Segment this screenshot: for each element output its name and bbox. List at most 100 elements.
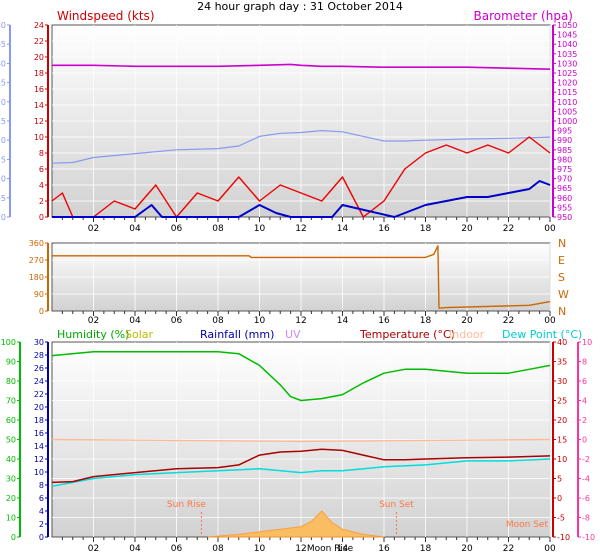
average-wind-line (52, 180, 551, 218)
rainfall-axis-tick-label: 2 (39, 520, 44, 529)
x-tick-label: 06 (171, 224, 183, 234)
legend-temperature: Temperature (°C) (359, 328, 455, 341)
uv-axis-tick-label: -2 (582, 455, 590, 464)
barometer-axis-tick-label: 1010 (557, 98, 577, 107)
windspeed-axis-tick-label: 16 (34, 85, 44, 94)
barometer-line (52, 63, 551, 70)
compass-label: N (558, 305, 566, 318)
windspeed-axis-tick-label: 14 (34, 101, 44, 110)
direction-axis-tick-label: 360 (29, 239, 44, 248)
rainfall-axis-tick-label: 16 (34, 429, 44, 438)
x-tick-label: 10 (254, 316, 266, 326)
direction-axis-tick-label: 180 (29, 273, 44, 282)
barometer-axis-tick-label: 985 (557, 146, 572, 155)
x-tick-label: 14 (337, 224, 349, 234)
x-tick-label: 16 (378, 544, 390, 554)
x-tick-label: 14 (337, 544, 349, 554)
temperature-scale-axis-tick-label: 30 (0, 59, 6, 68)
windspeed-axis-tick-label: 6 (39, 165, 44, 174)
rainfall-axis-tick-label: 28 (34, 351, 44, 360)
windspeed-axis-tick-label: 8 (39, 149, 44, 158)
x-tick-label: 04 (129, 544, 141, 554)
x-tick-label: 02 (88, 224, 99, 234)
uv-axis-tick-label: -8 (582, 514, 590, 523)
humidity-axis-tick-label: 10 (6, 514, 16, 523)
rainfall-axis-tick-label: 26 (34, 364, 44, 373)
direction-axis-tick-label: 0 (39, 307, 44, 316)
sun-set-label: Sun Set (379, 500, 414, 510)
barometer-axis-tick-label: 1020 (557, 79, 577, 88)
x-tick-label: 18 (420, 316, 432, 326)
rainfall-axis-tick-label: 8 (39, 481, 44, 490)
uv-axis-tick-label: 10 (582, 338, 592, 347)
x-tick-label: 00 (544, 316, 556, 326)
x-tick-label: 22 (503, 544, 514, 554)
uv-axis-tick-label: -10 (582, 533, 595, 542)
x-tick-label: 02 (88, 316, 99, 326)
rainfall-axis-tick-label: 6 (39, 494, 44, 503)
x-tick-label: 16 (378, 316, 390, 326)
temperature-axis-tick-label: 20 (557, 416, 567, 425)
barometer-axis-tick-label: 1000 (557, 117, 577, 126)
x-tick-label: 20 (461, 544, 473, 554)
x-tick-label: 18 (420, 224, 432, 234)
compass-label: N (558, 237, 566, 250)
x-tick-label: 18 (420, 544, 432, 554)
uv-axis-tick-label: 6 (582, 377, 587, 386)
barometer-axis-tick-label: 1045 (557, 31, 577, 40)
legend-dewpoint: Dew Point (°C) (502, 328, 582, 341)
temperature-scale-axis-tick-label: 25 (0, 79, 6, 88)
x-tick-label: 08 (212, 544, 224, 554)
barometer-axis-tick-label: 950 (557, 213, 572, 222)
barometer-axis-tick-label: 995 (557, 127, 572, 136)
x-tick-label: 00 (544, 224, 556, 234)
legend-uv: UV (285, 328, 301, 341)
temperature-scale-axis-tick-label: 15 (0, 117, 6, 126)
x-tick-label: 00 (544, 544, 556, 554)
humidity-axis-tick-label: 30 (6, 475, 16, 484)
temperature-scale-axis-tick-label: 35 (0, 40, 6, 49)
x-tick-label: 04 (129, 316, 141, 326)
humidity-axis-tick-label: 100 (1, 338, 16, 347)
temperature-axis-tick-label: -5 (557, 514, 565, 523)
temperature-axis-tick-label: 25 (557, 397, 567, 406)
barometer-axis-tick-label: 960 (557, 194, 572, 203)
moon-rise-label: Moon Rise (307, 544, 354, 554)
x-tick-label: 10 (254, 224, 266, 234)
temperature-line (51, 448, 551, 484)
rainfall-axis-tick-label: 14 (34, 442, 44, 451)
x-tick-label: 12 (295, 544, 306, 554)
x-tick-label: 12 (295, 316, 306, 326)
temperature-axis-tick-label: -10 (557, 533, 570, 542)
uv-axis-tick-label: -4 (582, 475, 590, 484)
rainfall-axis-tick-label: 0 (39, 533, 44, 542)
x-tick-label: 02 (88, 544, 99, 554)
uv-axis-tick-label: -6 (582, 494, 590, 503)
x-tick-label: 14 (337, 316, 349, 326)
humidity-axis-tick-label: 60 (6, 416, 16, 425)
indoor-line (51, 438, 551, 443)
sun-rise-label: Sun Rise (167, 500, 206, 510)
rainfall-axis-tick-label: 20 (34, 403, 44, 412)
windspeed-axis-tick-label: 0 (39, 213, 44, 222)
uv-axis-tick-label: 4 (582, 397, 587, 406)
temperature-axis-tick-label: 30 (557, 377, 567, 386)
temperature-scale-axis-tick-label: 10 (0, 136, 6, 145)
solar-area (207, 510, 385, 538)
windspeed-axis-tick-label: 10 (34, 133, 44, 142)
temperature-axis-tick-label: 5 (557, 475, 562, 484)
x-tick-label: 16 (378, 224, 390, 234)
humidity-axis-tick-label: 70 (6, 397, 16, 406)
temperature-scale-axis-tick-label: -10 (0, 213, 6, 222)
barometer-axis-tick-label: 990 (557, 136, 572, 145)
windspeed-axis-label: Windspeed (kts) (57, 9, 155, 23)
compass-label: W (558, 288, 569, 301)
humidity-axis-tick-label: 80 (6, 377, 16, 386)
compass-label: E (558, 254, 565, 267)
x-tick-label: 08 (212, 316, 224, 326)
barometer-axis-tick-label: 1050 (557, 21, 577, 30)
windspeed-axis-tick-label: 22 (34, 37, 44, 46)
legend-solar: Solar (125, 328, 154, 341)
